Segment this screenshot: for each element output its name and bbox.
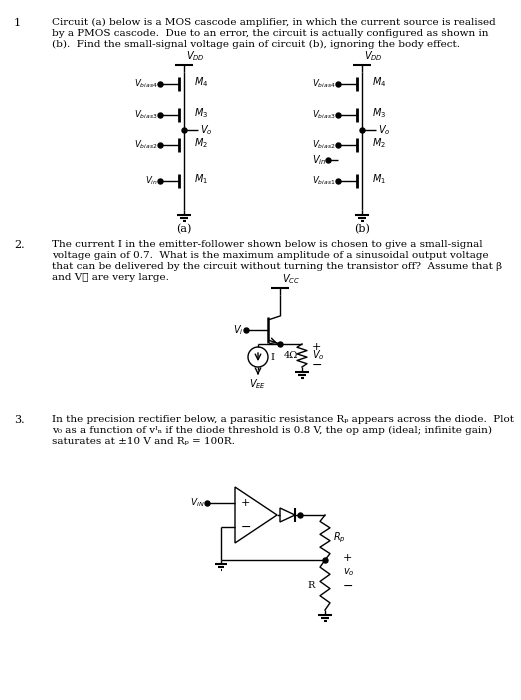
Text: and V⁁ are very large.: and V⁁ are very large. bbox=[52, 273, 169, 282]
Text: (a): (a) bbox=[176, 224, 192, 234]
Text: voltage gain of 0.7.  What is the maximum amplitude of a sinusoidal output volta: voltage gain of 0.7. What is the maximum… bbox=[52, 251, 489, 260]
Text: $M_3$: $M_3$ bbox=[194, 106, 208, 120]
Text: $V_i$: $V_i$ bbox=[233, 323, 244, 337]
Text: Circuit (a) below is a MOS cascode amplifier, in which the current source is rea: Circuit (a) below is a MOS cascode ampli… bbox=[52, 18, 496, 27]
Text: $V_{DD}$: $V_{DD}$ bbox=[364, 49, 383, 63]
Text: +: + bbox=[241, 498, 251, 508]
Text: $V_o$: $V_o$ bbox=[312, 349, 325, 363]
Text: $V_{bias4}$: $V_{bias4}$ bbox=[312, 78, 336, 90]
Text: $V_{bias3}$: $V_{bias3}$ bbox=[313, 108, 336, 121]
Text: $M_1$: $M_1$ bbox=[194, 172, 208, 186]
Text: −: − bbox=[343, 580, 354, 592]
Text: $M_2$: $M_2$ bbox=[372, 136, 386, 150]
Text: −: − bbox=[312, 359, 322, 372]
Text: +: + bbox=[343, 553, 352, 563]
Text: $V_{bias3}$: $V_{bias3}$ bbox=[134, 108, 158, 121]
Text: $M_4$: $M_4$ bbox=[372, 75, 387, 89]
Text: The current I in the emitter-follower shown below is chosen to give a small-sign: The current I in the emitter-follower sh… bbox=[52, 240, 482, 249]
Text: $R_p$: $R_p$ bbox=[333, 531, 346, 545]
Text: $V_o$: $V_o$ bbox=[378, 123, 391, 137]
Text: 4Ω: 4Ω bbox=[283, 351, 298, 360]
Text: $V_{IN}$: $V_{IN}$ bbox=[190, 497, 205, 510]
Text: $M_1$: $M_1$ bbox=[372, 172, 386, 186]
Text: saturates at ±10 V and Rₚ = 100R.: saturates at ±10 V and Rₚ = 100R. bbox=[52, 437, 235, 446]
Text: −: − bbox=[241, 521, 252, 533]
Text: (b): (b) bbox=[354, 224, 370, 234]
Text: $V_{bias4}$: $V_{bias4}$ bbox=[134, 78, 158, 90]
Text: 1: 1 bbox=[14, 18, 21, 28]
Text: I: I bbox=[270, 353, 274, 361]
Text: $M_3$: $M_3$ bbox=[372, 106, 386, 120]
Text: $M_2$: $M_2$ bbox=[194, 136, 208, 150]
Text: $V_o$: $V_o$ bbox=[200, 123, 213, 137]
Text: $V_{bias2}$: $V_{bias2}$ bbox=[134, 139, 158, 151]
Text: that can be delivered by the circuit without turning the transistor off?  Assume: that can be delivered by the circuit wit… bbox=[52, 262, 502, 271]
Text: $v_o$: $v_o$ bbox=[343, 566, 355, 578]
Text: (b).  Find the small-signal voltage gain of circuit (b), ignoring the body effec: (b). Find the small-signal voltage gain … bbox=[52, 40, 460, 49]
Text: $V_{CC}$: $V_{CC}$ bbox=[282, 272, 300, 286]
Text: $V_{bias2}$: $V_{bias2}$ bbox=[313, 139, 336, 151]
Text: $M_4$: $M_4$ bbox=[194, 75, 208, 89]
Text: v₀ as a function of vᴵₙ if the diode threshold is 0.8 V, the op amp (ideal; infi: v₀ as a function of vᴵₙ if the diode thr… bbox=[52, 426, 492, 435]
Text: 3.: 3. bbox=[14, 415, 24, 425]
Text: $V_{bias1}$: $V_{bias1}$ bbox=[313, 175, 336, 187]
Text: $V_{in}$: $V_{in}$ bbox=[145, 175, 158, 187]
Text: In the precision rectifier below, a parasitic resistance Rₚ appears across the d: In the precision rectifier below, a para… bbox=[52, 415, 514, 424]
Text: $V_{EE}$: $V_{EE}$ bbox=[250, 377, 267, 391]
Text: +: + bbox=[312, 342, 321, 353]
Text: $V_{in}$: $V_{in}$ bbox=[312, 153, 326, 167]
Text: R: R bbox=[307, 580, 315, 589]
Text: 2.: 2. bbox=[14, 240, 24, 250]
Text: $V_{DD}$: $V_{DD}$ bbox=[186, 49, 205, 63]
Text: by a PMOS cascode.  Due to an error, the circuit is actually configured as shown: by a PMOS cascode. Due to an error, the … bbox=[52, 29, 489, 38]
